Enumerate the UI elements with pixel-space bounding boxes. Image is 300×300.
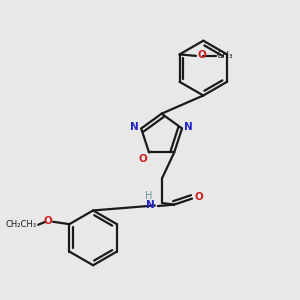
Text: CH₃: CH₃ [217,51,233,60]
Text: N: N [184,122,193,132]
Text: O: O [194,192,203,203]
Text: O: O [43,216,52,226]
Text: H: H [145,191,152,201]
Text: N: N [146,200,155,211]
Text: CH₂CH₃: CH₂CH₃ [6,220,37,229]
Text: O: O [197,50,206,60]
Text: N: N [130,122,139,132]
Text: O: O [139,154,147,164]
